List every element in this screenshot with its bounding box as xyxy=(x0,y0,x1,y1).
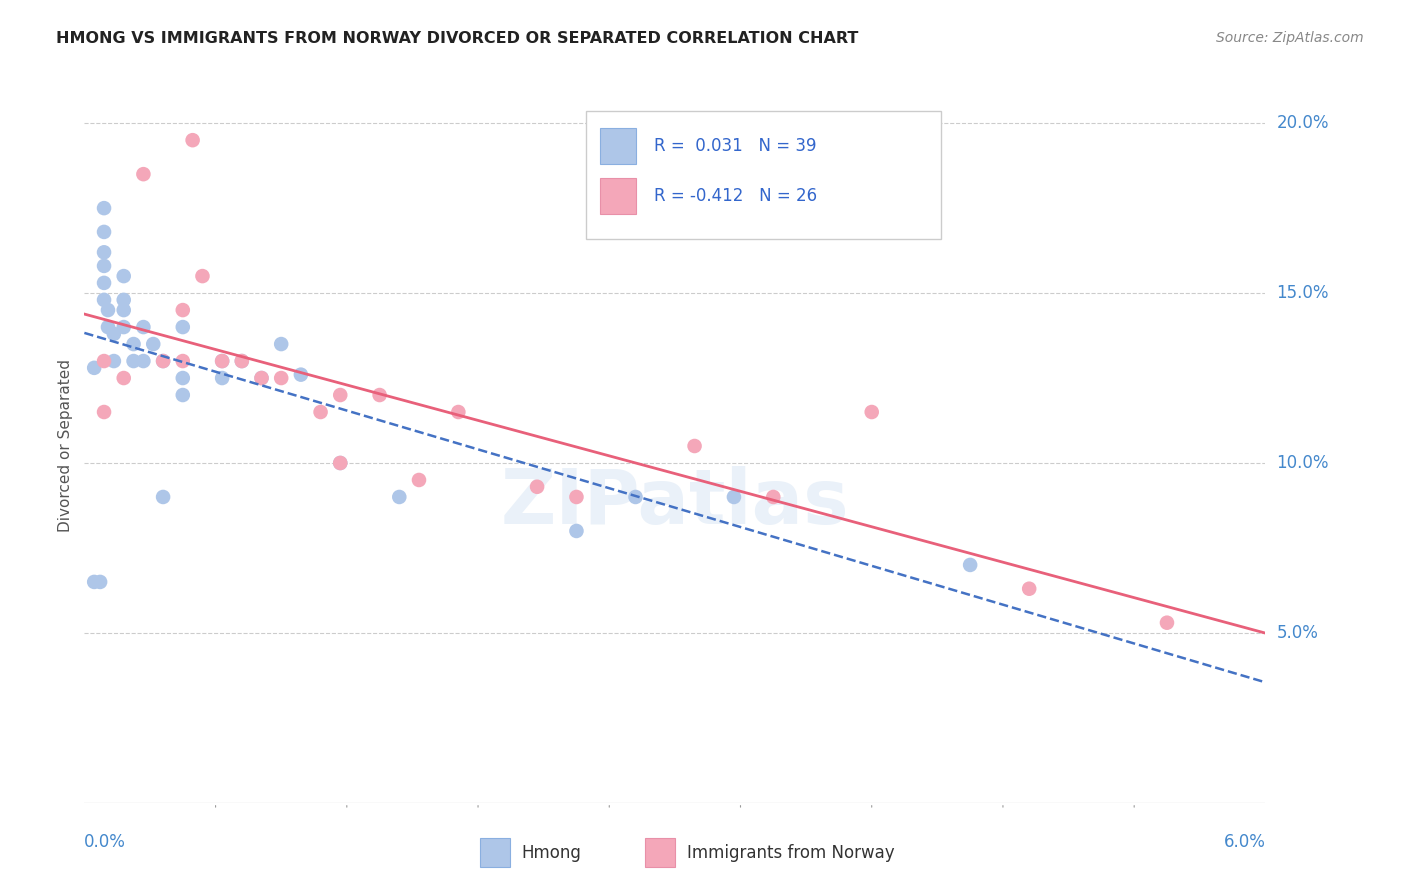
Point xyxy=(447,405,470,419)
Point xyxy=(526,480,548,494)
Point xyxy=(723,490,745,504)
Point xyxy=(172,388,194,402)
Point xyxy=(93,276,115,290)
Point xyxy=(93,259,115,273)
Point xyxy=(762,490,785,504)
Point xyxy=(191,269,214,284)
Text: 10.0%: 10.0% xyxy=(1277,454,1329,472)
Point xyxy=(329,456,352,470)
Text: 6.0%: 6.0% xyxy=(1223,833,1265,851)
Point xyxy=(624,490,647,504)
FancyBboxPatch shape xyxy=(586,111,941,239)
Bar xyxy=(479,838,509,867)
Text: Source: ZipAtlas.com: Source: ZipAtlas.com xyxy=(1216,31,1364,45)
Point xyxy=(142,337,165,351)
Point xyxy=(93,405,115,419)
Point xyxy=(83,360,105,375)
Point xyxy=(83,574,105,589)
Point xyxy=(181,133,204,147)
Text: R =  0.031   N = 39: R = 0.031 N = 39 xyxy=(654,137,815,155)
Point xyxy=(250,371,273,385)
Bar xyxy=(600,178,636,214)
Point xyxy=(132,354,155,368)
Text: Immigrants from Norway: Immigrants from Norway xyxy=(686,844,894,862)
Point xyxy=(565,524,588,538)
Point xyxy=(172,320,194,334)
Point xyxy=(565,490,588,504)
Point xyxy=(172,354,194,368)
Point xyxy=(1018,582,1040,596)
Text: 5.0%: 5.0% xyxy=(1277,624,1319,642)
Point xyxy=(93,225,115,239)
Text: 0.0%: 0.0% xyxy=(84,833,127,851)
Point xyxy=(329,388,352,402)
Point xyxy=(93,201,115,215)
Text: ZIPatlas: ZIPatlas xyxy=(501,467,849,540)
Point xyxy=(270,337,292,351)
Point xyxy=(231,354,253,368)
Point xyxy=(860,405,883,419)
Point xyxy=(231,354,253,368)
Point xyxy=(122,337,145,351)
Point xyxy=(211,354,233,368)
Point xyxy=(1156,615,1178,630)
Point xyxy=(152,354,174,368)
Point xyxy=(93,293,115,307)
Point xyxy=(103,326,125,341)
Y-axis label: Divorced or Separated: Divorced or Separated xyxy=(58,359,73,533)
Point xyxy=(112,269,135,284)
Point xyxy=(309,405,332,419)
Point xyxy=(172,371,194,385)
Point xyxy=(388,490,411,504)
Text: 15.0%: 15.0% xyxy=(1277,284,1329,302)
Point xyxy=(93,245,115,260)
Point xyxy=(152,354,174,368)
Point xyxy=(250,371,273,385)
Point xyxy=(89,574,111,589)
Point xyxy=(270,371,292,385)
Point xyxy=(211,354,233,368)
Point xyxy=(329,456,352,470)
Point xyxy=(132,167,155,181)
Point xyxy=(122,354,145,368)
Point xyxy=(211,371,233,385)
Point xyxy=(132,320,155,334)
Point xyxy=(368,388,391,402)
Point xyxy=(290,368,312,382)
Point xyxy=(93,354,115,368)
Point xyxy=(97,320,120,334)
Bar xyxy=(645,838,675,867)
Bar xyxy=(600,128,636,164)
Text: HMONG VS IMMIGRANTS FROM NORWAY DIVORCED OR SEPARATED CORRELATION CHART: HMONG VS IMMIGRANTS FROM NORWAY DIVORCED… xyxy=(56,31,859,46)
Point xyxy=(112,320,135,334)
Text: R = -0.412   N = 26: R = -0.412 N = 26 xyxy=(654,187,817,205)
Point xyxy=(103,354,125,368)
Point xyxy=(172,303,194,318)
Text: Hmong: Hmong xyxy=(522,844,581,862)
Point xyxy=(97,303,120,318)
Point xyxy=(152,490,174,504)
Point xyxy=(112,303,135,318)
Point xyxy=(408,473,430,487)
Point xyxy=(112,293,135,307)
Point xyxy=(683,439,706,453)
Point xyxy=(959,558,981,572)
Text: 20.0%: 20.0% xyxy=(1277,114,1329,132)
Point xyxy=(112,371,135,385)
